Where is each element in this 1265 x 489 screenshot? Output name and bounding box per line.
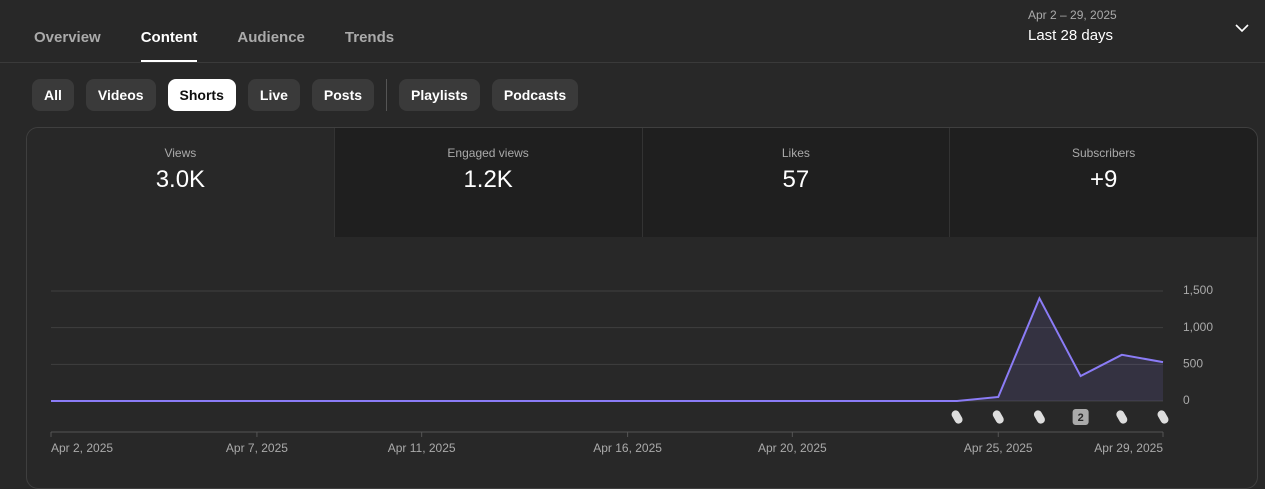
metric-label: Views: [164, 146, 197, 160]
metric-card[interactable]: Subscribers +9: [949, 128, 1257, 237]
chip-separator: [386, 79, 388, 111]
tab[interactable]: Trends: [344, 29, 395, 46]
metric-label: Engaged views: [447, 146, 529, 160]
metric-row: Views 3.0K Engaged views 1.2K Likes 57 Subscri…: [27, 128, 1257, 237]
tab-bar: Overview Content Audience Trends: [34, 0, 394, 62]
filter-chip[interactable]: Shorts: [167, 79, 236, 111]
date-range-label: Last 28 days: [1028, 27, 1114, 44]
filter-chip[interactable]: Videos: [85, 79, 156, 111]
metric-value: 1.2K: [463, 166, 513, 193]
date-range[interactable]: Apr 2 – 29, 2025 Last 28 days: [1028, 8, 1117, 44]
metric-value: 3.0K: [155, 166, 206, 193]
metric-label: Subscribers: [1071, 146, 1136, 160]
filter-chip[interactable]: Posts: [311, 79, 375, 111]
tab[interactable]: Content: [140, 0, 197, 62]
filter-chips: All Videos Shorts Live Posts Playlists Podcast…: [32, 79, 579, 111]
tab[interactable]: Audience: [237, 29, 305, 46]
metric-value: +9: [1089, 166, 1118, 193]
filter-chip[interactable]: Live: [247, 79, 300, 111]
metric-value: 57: [782, 166, 810, 193]
date-range-dates: Apr 2 – 29, 2025: [1028, 8, 1117, 22]
filter-chip[interactable]: Podcasts: [491, 79, 579, 111]
dropdown-chevron[interactable]: [1234, 20, 1250, 36]
analytics-card: Views 3.0K Engaged views 1.2K Likes 57 Subscri…: [26, 127, 1258, 489]
divider: [0, 62, 1265, 63]
metric-label: Likes: [781, 146, 810, 160]
metric-card[interactable]: Engaged views 1.2K: [333, 128, 642, 237]
metric-card[interactable]: Views 3.0K: [27, 128, 334, 237]
filter-chip[interactable]: All: [32, 79, 74, 111]
filter-chip[interactable]: Playlists: [399, 79, 480, 111]
tab[interactable]: Overview: [34, 29, 101, 46]
metric-card[interactable]: Likes 57: [641, 128, 950, 237]
